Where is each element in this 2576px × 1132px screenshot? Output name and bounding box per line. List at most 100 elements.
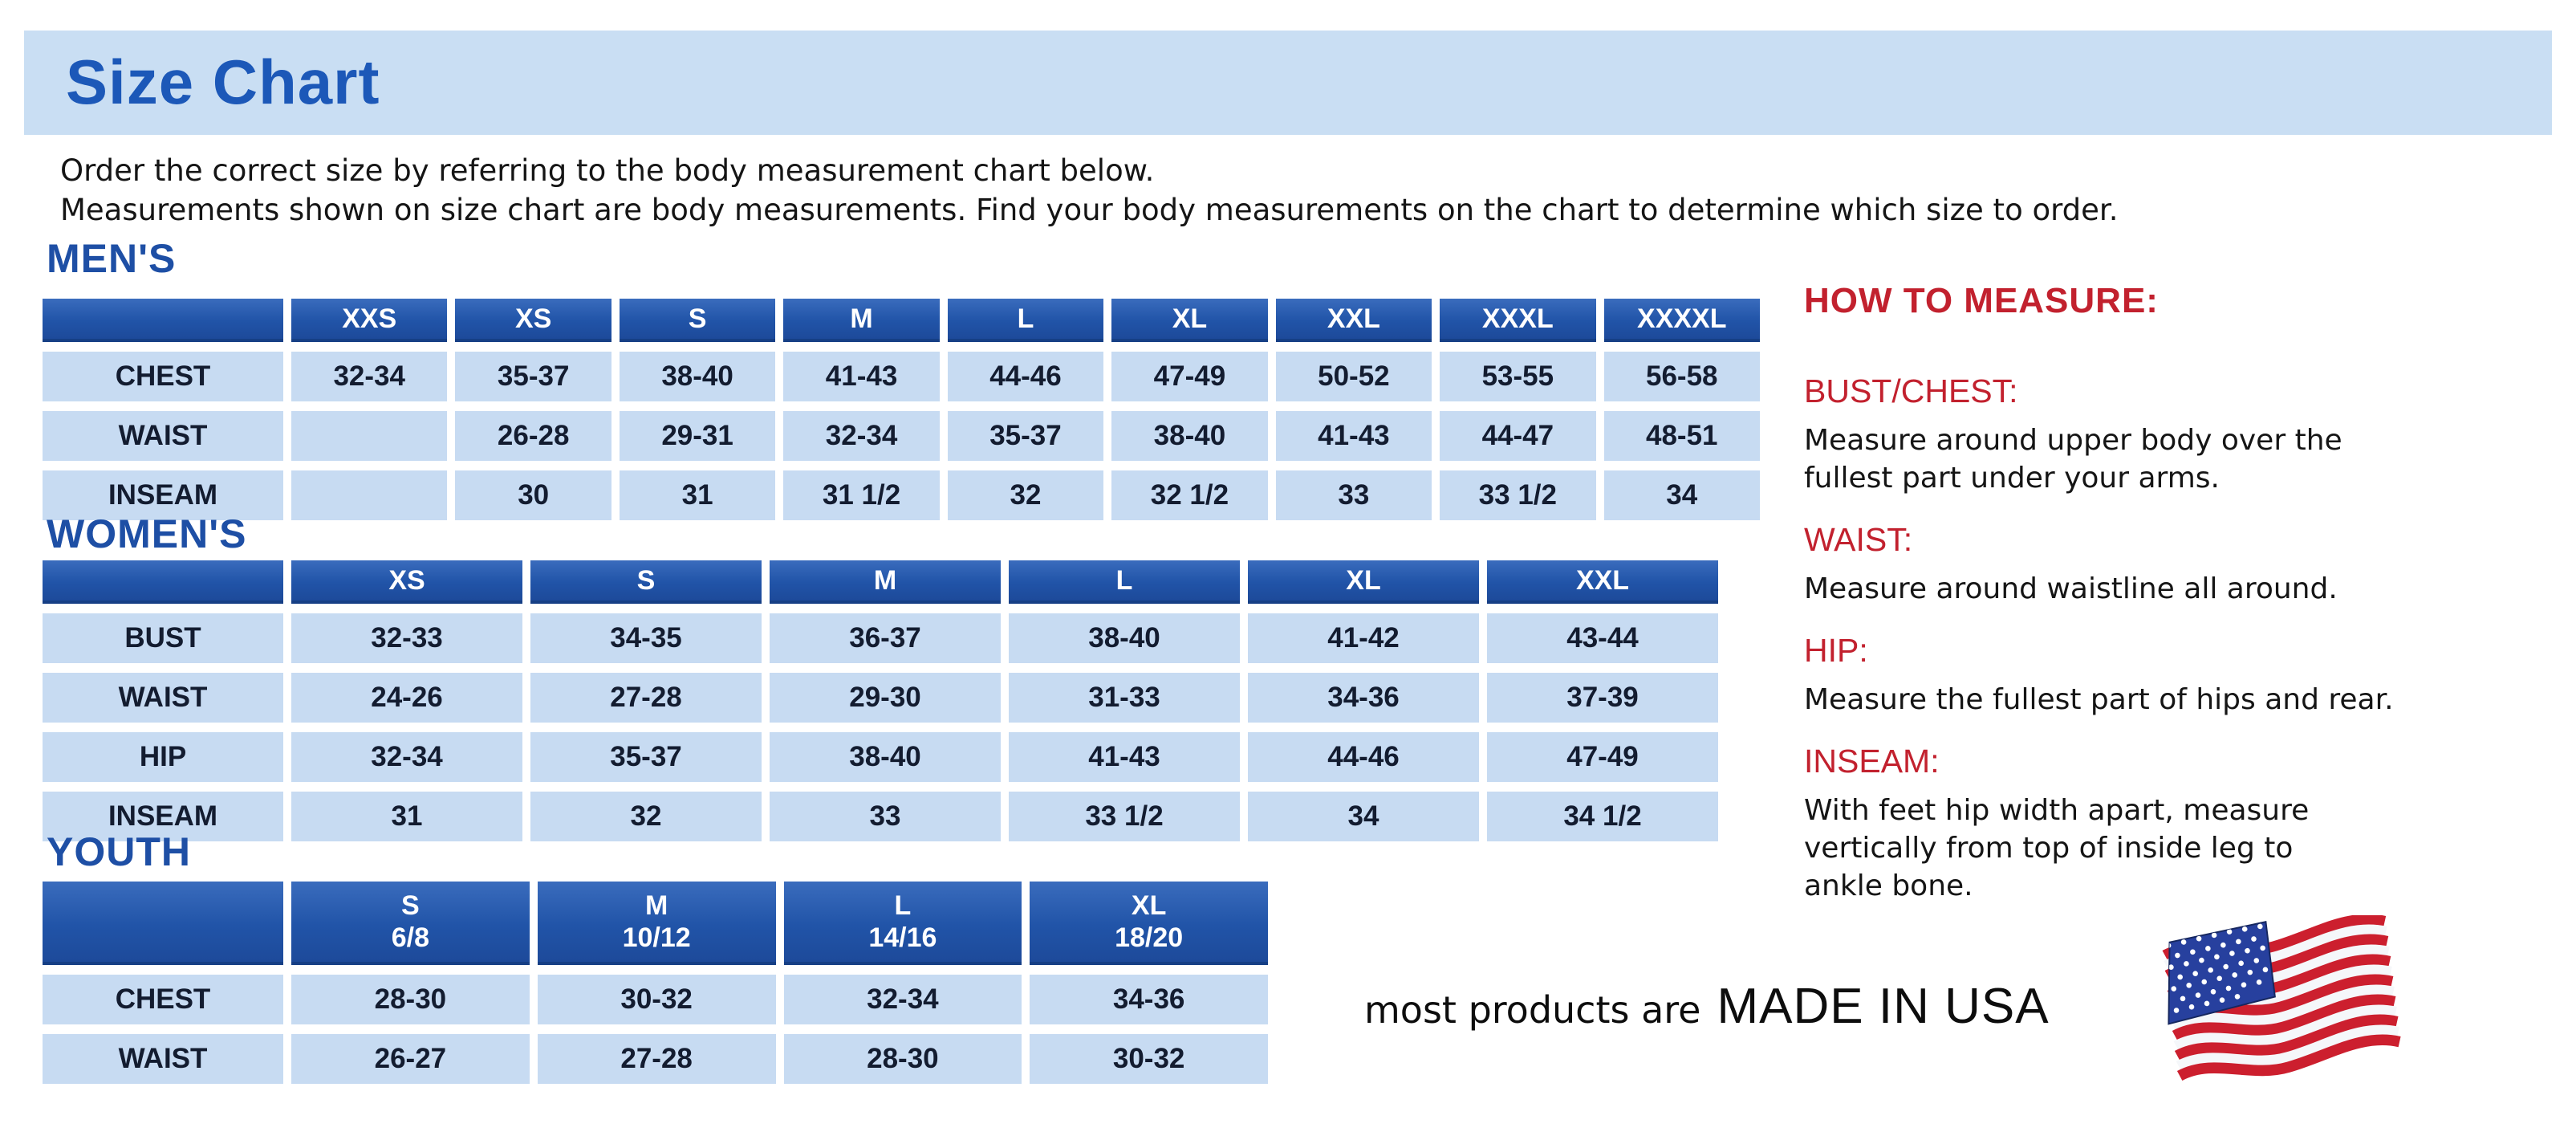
size-value-cell: 38-40 xyxy=(770,732,1001,782)
size-value-cell: 47-49 xyxy=(1111,352,1268,401)
size-value-cell: 41-43 xyxy=(1275,411,1432,461)
page-title: Size Chart xyxy=(66,47,380,117)
size-value-cell: 29-30 xyxy=(770,673,1001,723)
size-column-header: S xyxy=(619,299,776,342)
size-column-header: L xyxy=(947,299,1104,342)
size-value-cell: 44-46 xyxy=(1248,732,1479,782)
size-value-cell: 27-28 xyxy=(530,673,762,723)
how-to-measure-heading: HOW TO MEASURE: xyxy=(1804,281,2159,320)
size-column-header: S xyxy=(530,560,762,604)
size-value-cell: 24-26 xyxy=(291,673,522,723)
bust-chest-text: Measure around upper body over the fulle… xyxy=(1804,424,2342,495)
size-value-cell: 34 1/2 xyxy=(1487,792,1718,841)
size-value-cell: 34 xyxy=(1603,470,1760,520)
row-label: BUST xyxy=(43,613,283,663)
mens-section-title: MEN'S xyxy=(47,236,177,281)
size-value-cell: 28-30 xyxy=(783,1034,1022,1084)
womens-section-title: WOMEN'S xyxy=(47,511,247,556)
size-value-cell: 47-49 xyxy=(1487,732,1718,782)
size-value-cell: 44-46 xyxy=(947,352,1104,401)
row-label: CHEST xyxy=(43,352,283,401)
size-column-header: S 6/8 xyxy=(291,882,530,965)
size-value-cell: 38-40 xyxy=(1111,411,1268,461)
size-column-header: M xyxy=(783,299,940,342)
size-value-cell: 27-28 xyxy=(537,1034,776,1084)
row-label: WAIST xyxy=(43,1034,283,1084)
title-banner: Size Chart xyxy=(24,31,2552,135)
size-value-cell: 31 1/2 xyxy=(783,470,940,520)
size-value-cell: 33 xyxy=(770,792,1001,841)
row-label: INSEAM xyxy=(43,470,283,520)
row-label: INSEAM xyxy=(43,792,283,841)
size-value-cell: 34 xyxy=(1248,792,1479,841)
size-value-cell: 32-34 xyxy=(783,975,1022,1024)
size-value-cell: 43-44 xyxy=(1487,613,1718,663)
row-label: HIP xyxy=(43,732,283,782)
waist-text: Measure around waistline all around. xyxy=(1804,572,2338,605)
size-column-header: M 10/12 xyxy=(537,882,776,965)
inseam-text: With feet hip width apart, measure verti… xyxy=(1804,794,2310,902)
bust-chest-label: BUST/CHEST: xyxy=(1804,373,2018,409)
made-in-usa-prefix: most products are xyxy=(1364,988,1701,1032)
size-value-cell: 32-34 xyxy=(291,352,448,401)
size-value-cell xyxy=(291,411,448,461)
size-value-cell: 36-37 xyxy=(770,613,1001,663)
size-column-header: XXL xyxy=(1275,299,1432,342)
usa-flag-icon xyxy=(2157,915,2406,1108)
mens-size-table: XXS XS S M L XL XXL XXXL XXXXL CHEST 32-34 35-37 38-… xyxy=(43,299,1760,520)
made-in-usa-text: MADE IN USA xyxy=(1717,979,2050,1034)
size-value-cell: 41-43 xyxy=(1009,732,1240,782)
size-value-cell: 32 xyxy=(947,470,1104,520)
size-value-cell: 30-32 xyxy=(1030,1034,1268,1084)
size-value-cell: 26-27 xyxy=(291,1034,530,1084)
size-column-header: XXS xyxy=(291,299,448,342)
size-value-cell: 44-47 xyxy=(1440,411,1596,461)
womens-size-table: XS S M L XL XXL BUST 32-33 34-35 36-37 38-40 41-42 4… xyxy=(43,560,1718,841)
row-label: WAIST xyxy=(43,673,283,723)
size-value-cell: 32-34 xyxy=(291,732,522,782)
size-value-cell: 33 1/2 xyxy=(1009,792,1240,841)
table-corner-cell xyxy=(43,882,283,965)
size-value-cell: 30-32 xyxy=(537,975,776,1024)
size-value-cell: 33 xyxy=(1275,470,1432,520)
row-label: WAIST xyxy=(43,411,283,461)
size-column-header: XL 18/20 xyxy=(1030,882,1268,965)
size-value-cell: 32-33 xyxy=(291,613,522,663)
intro-line-2: Measurements shown on size chart are bod… xyxy=(60,193,2119,227)
size-value-cell: 28-30 xyxy=(291,975,530,1024)
size-column-header: L xyxy=(1009,560,1240,604)
size-value-cell: 35-37 xyxy=(947,411,1104,461)
size-column-header: XS xyxy=(455,299,611,342)
size-column-header: XL xyxy=(1111,299,1268,342)
size-value-cell: 35-37 xyxy=(455,352,611,401)
size-value-cell: 31 xyxy=(619,470,776,520)
size-value-cell: 48-51 xyxy=(1603,411,1760,461)
size-column-header: XS xyxy=(291,560,522,604)
size-column-header: XXXL xyxy=(1440,299,1596,342)
size-value-cell: 32 xyxy=(530,792,762,841)
size-value-cell: 38-40 xyxy=(619,352,776,401)
size-value-cell: 31-33 xyxy=(1009,673,1240,723)
size-column-header: XXXXL xyxy=(1603,299,1760,342)
size-value-cell xyxy=(291,470,448,520)
size-value-cell: 53-55 xyxy=(1440,352,1596,401)
size-value-cell: 30 xyxy=(455,470,611,520)
size-column-header: L 14/16 xyxy=(783,882,1022,965)
size-value-cell: 26-28 xyxy=(455,411,611,461)
size-value-cell: 33 1/2 xyxy=(1440,470,1596,520)
size-value-cell: 41-43 xyxy=(783,352,940,401)
size-value-cell: 34-36 xyxy=(1030,975,1268,1024)
size-value-cell: 34-36 xyxy=(1248,673,1479,723)
size-value-cell: 34-35 xyxy=(530,613,762,663)
youth-section-title: YOUTH xyxy=(47,829,191,874)
size-column-header: M xyxy=(770,560,1001,604)
table-corner-cell xyxy=(43,560,283,604)
size-column-header: XXL xyxy=(1487,560,1718,604)
intro-paragraph: Order the correct size by referring to t… xyxy=(60,151,2119,230)
youth-size-table: S 6/8 M 10/12 L 14/16 XL 18/20 CHEST 28-30 30-32 32… xyxy=(43,882,1268,1084)
inseam-label: INSEAM: xyxy=(1804,743,1940,780)
size-value-cell: 41-42 xyxy=(1248,613,1479,663)
size-value-cell: 31 xyxy=(291,792,522,841)
size-value-cell: 32 1/2 xyxy=(1111,470,1268,520)
size-value-cell: 56-58 xyxy=(1603,352,1760,401)
